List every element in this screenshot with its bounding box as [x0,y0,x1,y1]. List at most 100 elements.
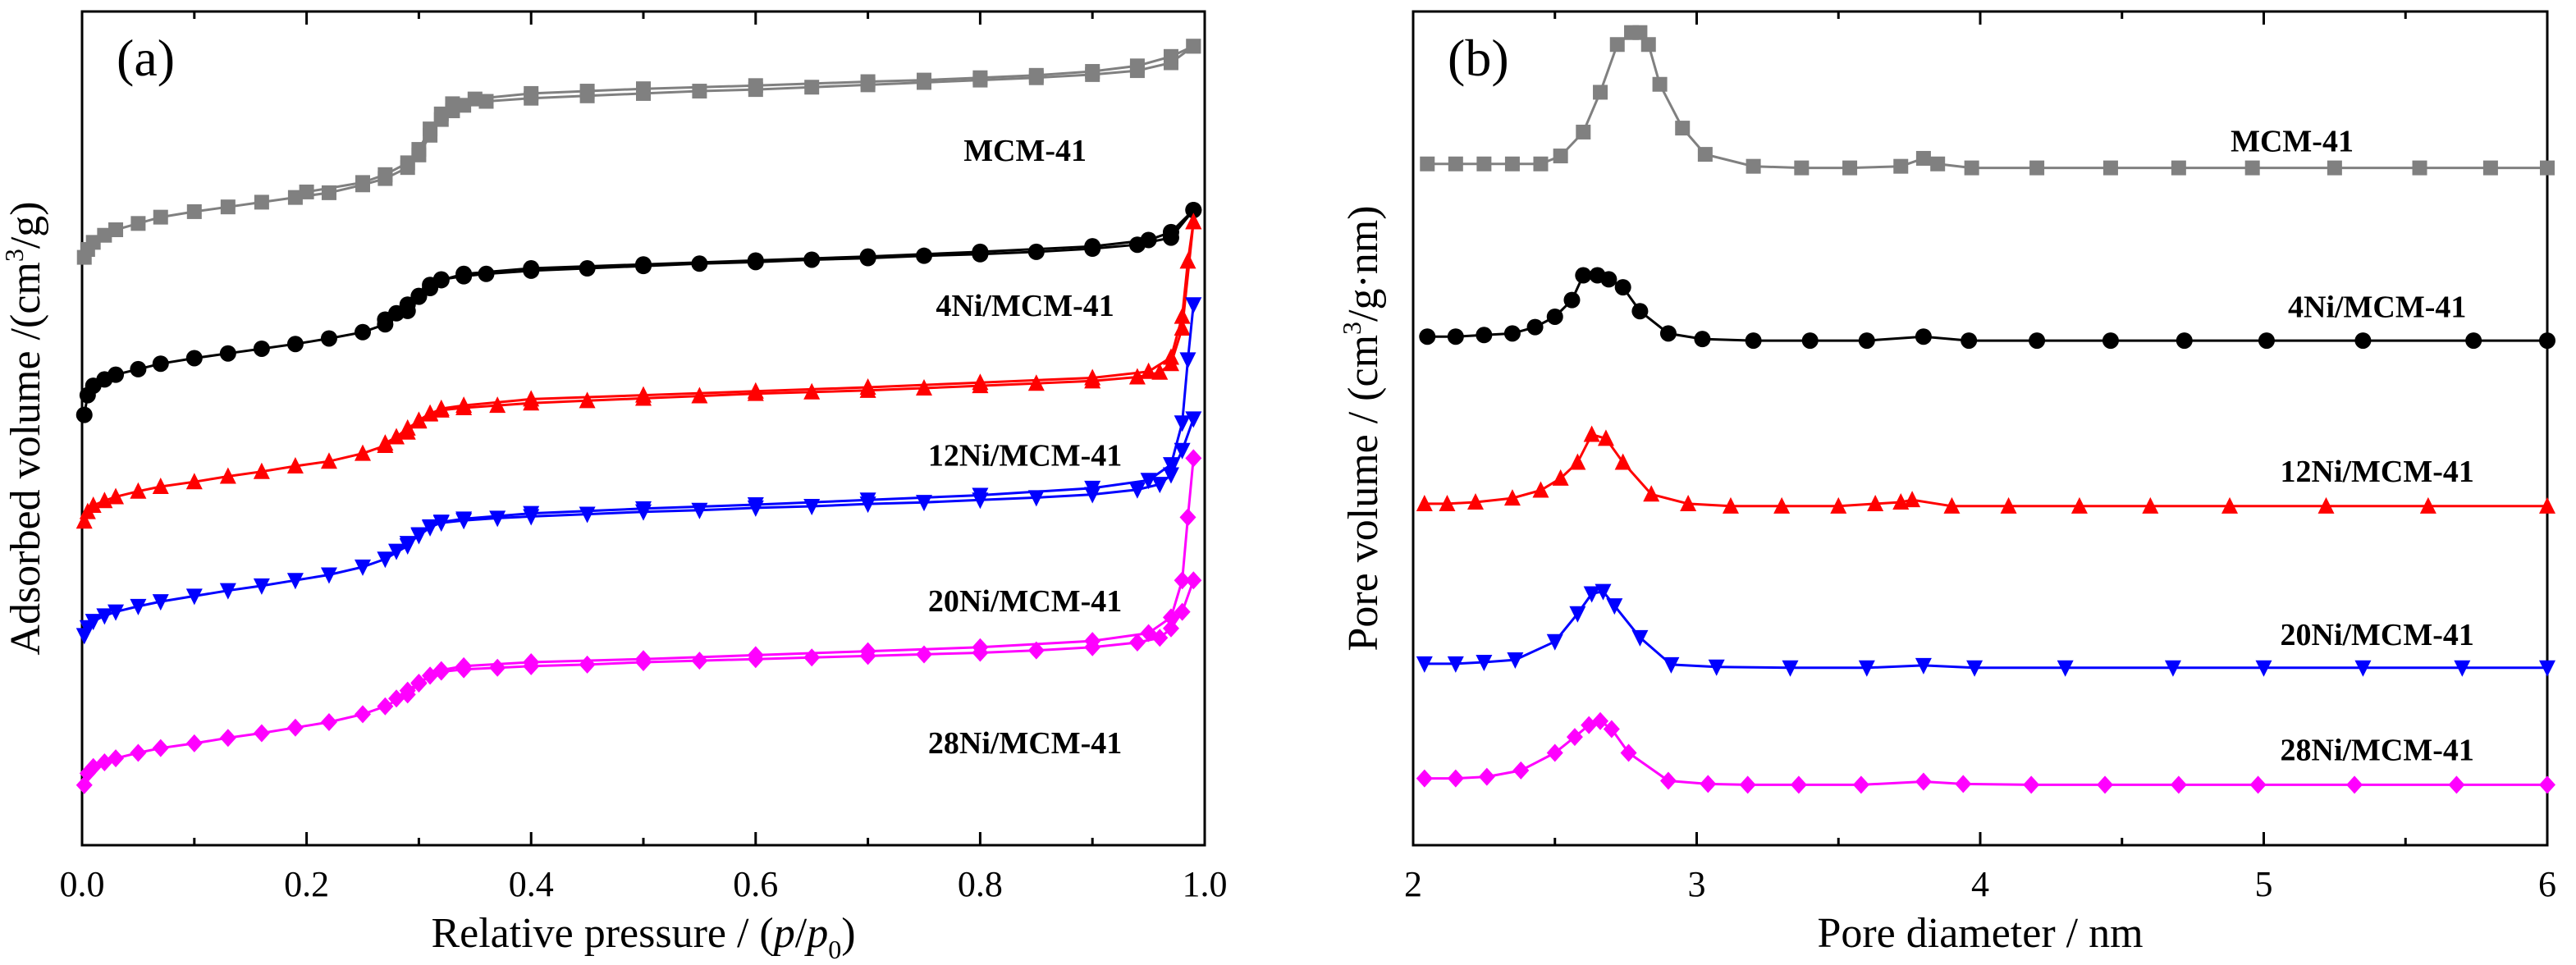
data-point [2454,660,2471,677]
series-label: 4Ni/MCM-41 [936,289,1114,323]
data-point [2419,496,2436,514]
series-line-desorption [396,458,1195,700]
data-point [1151,363,1169,380]
data-point [579,260,596,277]
data-point [455,396,473,414]
data-point [1128,633,1146,652]
data-point [916,247,932,264]
data-point [1174,307,1191,324]
data-point [1504,156,1520,172]
data-point [320,713,337,731]
data-point [2164,660,2181,677]
data-point [1129,58,1145,74]
data-point [130,360,147,377]
data-point [377,697,394,716]
data-point [1659,771,1677,790]
y-axis-label: Pore volume / (cm3/g·nm) [1337,205,1387,651]
data-point [2354,660,2372,677]
data-point [2465,332,2482,350]
x-tick-label: 0.8 [958,864,1003,904]
data-point [524,85,539,101]
y-label-superscript: 3 [1337,322,1366,335]
data-point [1904,491,1921,508]
x-tick-label: 5 [2255,864,2273,904]
x-tick-label: 4 [1971,864,1989,904]
data-point [1084,632,1101,651]
series-label: 20Ni/MCM-41 [928,584,1122,619]
data-point [916,495,932,512]
data-point [1085,64,1100,80]
data-point [1416,494,1433,511]
data-point [1583,425,1600,442]
data-point [185,588,203,606]
data-point [253,724,270,743]
data-point [1162,457,1179,474]
data-point [1174,571,1191,590]
data-point [972,638,989,656]
x-label-text: Relative pressure / ( [431,910,773,957]
data-point [2029,160,2045,176]
data-point [253,462,270,479]
data-point [1614,279,1631,296]
data-point [388,428,405,445]
data-point [2170,775,2187,794]
data-point [1162,619,1179,638]
data-point [1174,442,1191,460]
data-point [253,578,270,595]
data-point [859,642,876,661]
data-point [388,543,405,560]
data-point [377,434,394,451]
data-point [1592,711,1609,730]
data-point [1185,213,1202,230]
series-mcm-41 [1420,25,2555,176]
data-point [1930,156,1946,172]
data-point [1739,775,1756,794]
data-point [108,487,125,505]
data-point [1478,767,1495,786]
data-point [747,382,764,399]
series-28ni-mcm-41 [1416,711,2555,794]
data-point [2539,660,2555,677]
data-point [1027,243,1045,260]
data-point [1162,467,1179,484]
data-point [85,614,102,631]
data-point [153,209,168,225]
data-point [1640,37,1656,53]
data-point [219,467,236,484]
data-point [1609,37,1625,53]
data-point [254,194,269,210]
data-point [1773,496,1791,514]
data-point [1858,332,1875,350]
data-point [917,72,931,88]
data-point [1416,769,1433,788]
data-point [1722,496,1739,514]
data-point [1593,85,1608,100]
data-point [1675,121,1691,136]
y-label-text: Pore volume / (cm [1340,335,1387,652]
data-point [1576,124,1591,139]
data-point [1467,493,1485,510]
data-point [972,373,989,391]
data-point [2448,775,2465,794]
data-point [747,497,764,515]
data-point [1569,453,1586,470]
series-label: 12Ni/MCM-41 [928,439,1122,473]
data-point [1476,156,1492,172]
data-point [399,418,416,436]
data-point [1027,374,1045,391]
y-label-unit: /g·nm) [1340,205,1387,322]
data-point [635,501,652,518]
data-point [1546,308,1563,325]
data-point [219,729,236,748]
data-point [108,749,125,768]
data-point [1186,39,1201,54]
data-point [1697,147,1713,162]
data-point [1185,571,1202,590]
data-point [1746,158,1761,174]
data-point [1830,496,1847,514]
data-point [432,399,450,416]
data-point [2539,332,2555,350]
data-point [1915,328,1932,345]
x-label-p0: p [803,910,828,957]
